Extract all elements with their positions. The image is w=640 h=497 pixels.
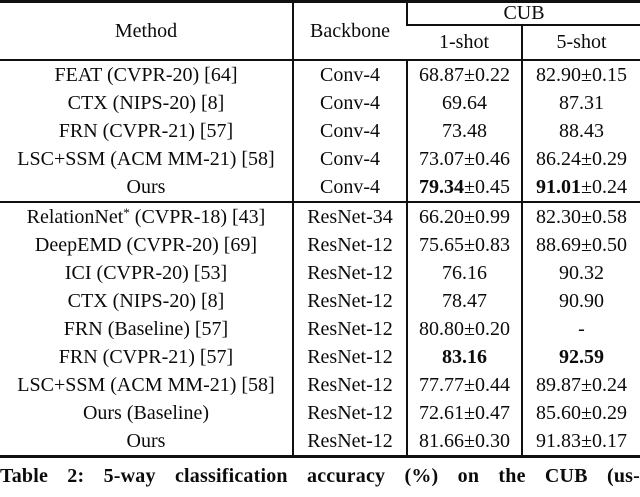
one-shot-cell: 69.64 (406, 89, 522, 117)
method-cell: FEAT (CVPR-20) [64] (54, 63, 238, 86)
best-score-value: 92.59 (559, 345, 604, 368)
table-row: FRN (CVPR-21) [57] Conv-4 73.48 88.43 (0, 117, 640, 145)
results-table: Method Backbone CUB 1-shot 5-shot FEAT (… (0, 0, 640, 458)
five-shot-cell: 90.32 (521, 259, 640, 287)
five-shot-cell: - (521, 315, 640, 343)
five-shot-cell: 82.30±0.58 (521, 201, 640, 231)
superscript-asterisk: * (123, 204, 130, 220)
one-shot-column-header: 1-shot (407, 25, 522, 61)
method-cell: FRN (CVPR-21) [57] (58, 119, 234, 142)
one-shot-cell: 78.47 (406, 287, 522, 315)
five-shot-cell: 92.59 (521, 343, 640, 371)
header-row-group: Method Backbone CUB (0, 1, 640, 61)
one-shot-cell: 75.65±0.83 (406, 231, 522, 259)
five-shot-cell: 88.69±0.50 (521, 231, 640, 259)
backbone-cell: ResNet-12 (292, 315, 407, 343)
five-shot-cell: 88.43 (521, 117, 640, 145)
five-shot-column-header: 5-shot (521, 25, 640, 61)
five-shot-cell: 90.90 (521, 287, 640, 315)
table-row: LSC+SSM (ACM MM-21) [58] ResNet-12 77.77±0… (0, 371, 640, 399)
method-cell: LSC+SSM (ACM MM-21) [58] (17, 147, 275, 170)
one-shot-cell: 77.77±0.44 (406, 371, 522, 399)
one-shot-cell: 83.16 (406, 343, 522, 371)
one-shot-cell: 66.20±0.99 (406, 201, 522, 231)
method-cell: FRN (CVPR-21) [57] (58, 345, 234, 368)
method-cell: Ours (Baseline) (82, 401, 210, 424)
backbone-cell: ResNet-34 (292, 201, 407, 231)
method-cell: Ours (126, 175, 166, 198)
method-cell: DeepEMD (CVPR-20) [69] (34, 233, 258, 256)
backbone-cell: ResNet-12 (292, 231, 407, 259)
method-cell: FRN (Baseline) [57] (63, 317, 229, 340)
five-shot-cell: 91.01±0.24 (521, 173, 640, 202)
table-row: FRN (Baseline) [57] ResNet-12 80.80±0.20- (0, 315, 640, 343)
table-row: ICI (CVPR-20) [53] ResNet-12 76.16 90.32 (0, 259, 640, 287)
table-row: Ours (Baseline) ResNet-12 72.61±0.47 85.60±… (0, 399, 640, 427)
method-column-header: Method (0, 1, 293, 61)
backbone-cell: Conv-4 (292, 89, 407, 117)
backbone-cell: ResNet-12 (292, 399, 407, 427)
one-shot-cell: 72.61±0.47 (406, 399, 522, 427)
table-row: Ours Conv-4 79.34±0.45 91.01±0.24 (0, 173, 640, 202)
table-row: FEAT (CVPR-20) [64] Conv-4 68.87±0.22 82.90… (0, 60, 640, 89)
method-cell: Ours (126, 429, 166, 452)
five-shot-cell: 91.83±0.17 (521, 427, 640, 457)
five-shot-cell: 85.60±0.29 (521, 399, 640, 427)
five-shot-cell: 86.24±0.29 (521, 145, 640, 173)
five-shot-cell: 82.90±0.15 (521, 60, 640, 89)
one-shot-cell: 73.48 (406, 117, 522, 145)
table-row: LSC+SSM (ACM MM-21) [58] Conv-4 73.07±0.46… (0, 145, 640, 173)
table-row: DeepEMD (CVPR-20) [69] ResNet-12 75.65±0.8… (0, 231, 640, 259)
table-row: CTX (NIPS-20) [8] Conv-4 69.64 87.31 (0, 89, 640, 117)
one-shot-cell: 73.07±0.46 (406, 145, 522, 173)
one-shot-cell: 68.87±0.22 (406, 60, 522, 89)
method-cell: RelationNet* (CVPR-18) [43] (0, 201, 293, 231)
best-score-value: 83.16 (442, 345, 487, 368)
table-row: RelationNet* (CVPR-18) [43] ResNet-34 66.2… (0, 201, 640, 231)
five-shot-cell: 87.31 (521, 89, 640, 117)
backbone-column-header: Backbone (292, 1, 407, 61)
one-shot-cell: 81.66±0.30 (406, 427, 522, 457)
backbone-cell: ResNet-12 (292, 287, 407, 315)
backbone-cell: Conv-4 (292, 145, 407, 173)
table-row: Ours ResNet-12 81.66±0.30 91.83±0.17 (0, 427, 640, 457)
method-cell: ICI (CVPR-20) [53] (64, 261, 228, 284)
best-score-value: 91.01 (536, 175, 581, 198)
one-shot-cell: 80.80±0.20 (406, 315, 522, 343)
table-caption: Table 2: 5-way classification accuracy (… (0, 465, 640, 487)
table-body: FEAT (CVPR-20) [64] Conv-4 68.87±0.22 82.90… (0, 60, 640, 457)
backbone-cell: ResNet-12 (292, 343, 407, 371)
five-shot-cell: 89.87±0.24 (521, 371, 640, 399)
cub-group-header: CUB (406, 1, 640, 26)
table-row: FRN (CVPR-21) [57] ResNet-12 83.16 92.59 (0, 343, 640, 371)
best-score-value: 79.34 (419, 175, 464, 198)
backbone-cell: ResNet-12 (292, 371, 407, 399)
one-shot-cell: 79.34±0.45 (406, 173, 522, 202)
method-cell: CTX (NIPS-20) [8] (67, 289, 225, 312)
method-cell: CTX (NIPS-20) [8] (67, 91, 225, 114)
backbone-cell: ResNet-12 (292, 259, 407, 287)
backbone-cell: Conv-4 (292, 173, 407, 202)
table-row: CTX (NIPS-20) [8] ResNet-12 78.47 90.90 (0, 287, 640, 315)
backbone-cell: ResNet-12 (292, 427, 407, 457)
table-header: Method Backbone CUB 1-shot 5-shot (0, 1, 640, 61)
backbone-cell: Conv-4 (292, 60, 407, 89)
one-shot-cell: 76.16 (406, 259, 522, 287)
method-cell: LSC+SSM (ACM MM-21) [58] (17, 373, 275, 396)
backbone-cell: Conv-4 (292, 117, 407, 145)
header-row-shots: 1-shot 5-shot (0, 25, 640, 61)
